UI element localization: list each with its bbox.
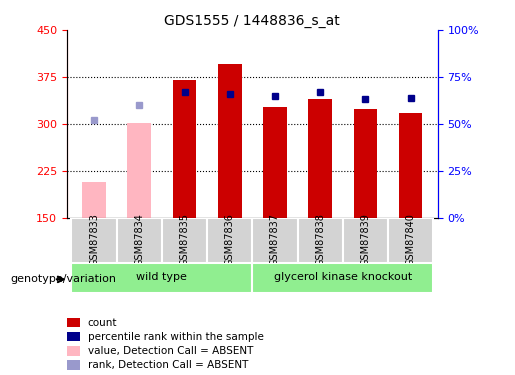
Bar <box>82 182 106 218</box>
Text: GSM87833: GSM87833 <box>89 214 99 266</box>
FancyBboxPatch shape <box>162 217 207 262</box>
FancyBboxPatch shape <box>252 217 298 262</box>
FancyBboxPatch shape <box>388 217 433 262</box>
FancyBboxPatch shape <box>72 217 117 262</box>
Text: percentile rank within the sample: percentile rank within the sample <box>88 332 264 342</box>
FancyBboxPatch shape <box>72 262 252 292</box>
Bar <box>353 110 377 218</box>
Text: GSM87838: GSM87838 <box>315 214 325 266</box>
FancyBboxPatch shape <box>207 217 252 262</box>
Text: glycerol kinase knockout: glycerol kinase knockout <box>273 273 412 282</box>
FancyBboxPatch shape <box>252 262 433 292</box>
Text: value, Detection Call = ABSENT: value, Detection Call = ABSENT <box>88 346 253 356</box>
Bar <box>399 112 422 218</box>
Bar <box>127 123 151 218</box>
Text: rank, Detection Call = ABSENT: rank, Detection Call = ABSENT <box>88 360 248 370</box>
FancyBboxPatch shape <box>117 217 162 262</box>
Text: GSM87837: GSM87837 <box>270 213 280 267</box>
FancyBboxPatch shape <box>343 217 388 262</box>
Text: GSM87836: GSM87836 <box>225 214 235 266</box>
FancyBboxPatch shape <box>298 217 343 262</box>
Bar <box>173 80 196 218</box>
Text: GSM87839: GSM87839 <box>360 214 370 266</box>
Bar <box>218 64 242 218</box>
Bar <box>308 99 332 218</box>
Bar <box>263 107 287 218</box>
Text: count: count <box>88 318 117 327</box>
Text: GSM87834: GSM87834 <box>134 214 144 266</box>
Title: GDS1555 / 1448836_s_at: GDS1555 / 1448836_s_at <box>164 13 340 28</box>
Text: genotype/variation: genotype/variation <box>10 274 116 284</box>
Text: GSM87835: GSM87835 <box>180 213 190 267</box>
Text: wild type: wild type <box>136 273 187 282</box>
Text: GSM87840: GSM87840 <box>406 214 416 266</box>
